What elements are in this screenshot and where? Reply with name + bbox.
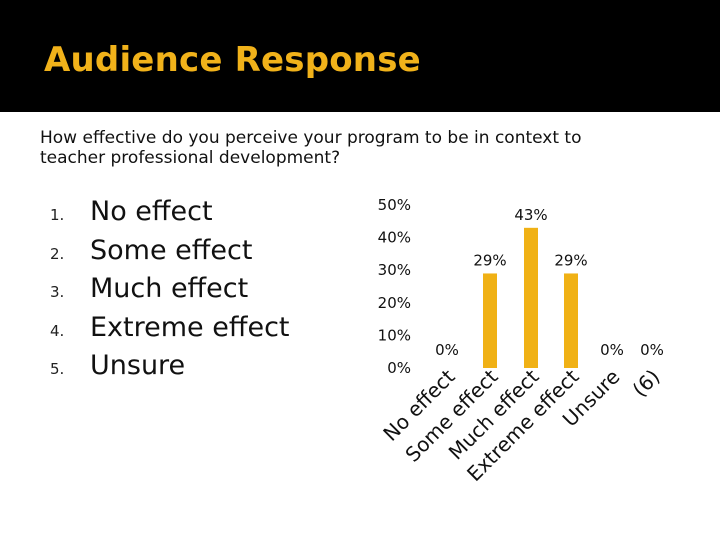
question-text: How effective do you perceive your progr… (40, 128, 582, 168)
slide-title: Audience Response (44, 40, 421, 80)
option-number: 4. (50, 321, 65, 340)
answer-options: 1. No effect 2. Some effect 3. Much effe… (50, 196, 290, 389)
option-item: 3. Much effect (50, 273, 290, 312)
y-axis-ticks: 0% 10% 20% 30% 40% 50% (378, 196, 411, 377)
option-item: 1. No effect (50, 196, 290, 235)
y-tick-label: 50% (378, 196, 411, 214)
bar (483, 273, 497, 368)
bar (564, 273, 578, 368)
option-item: 4. Extreme effect (50, 312, 290, 351)
option-label: Unsure (90, 350, 186, 381)
data-label: 0% (640, 341, 664, 359)
option-number: 1. (50, 206, 65, 224)
y-tick-label: 40% (378, 229, 411, 247)
y-tick-label: 20% (378, 294, 411, 312)
data-label: 43% (514, 206, 547, 224)
option-number: 3. (50, 283, 65, 301)
bars (483, 227, 578, 368)
option-number: 2. (50, 244, 65, 263)
value-labels: 0% 29% 43% 29% 0% 0% (435, 206, 664, 359)
option-label: Much effect (90, 273, 249, 304)
data-label: 0% (435, 341, 459, 359)
option-number: 5. (50, 360, 65, 378)
y-tick-label: 0% (387, 359, 411, 377)
option-label: Extreme effect (90, 311, 290, 343)
y-tick-label: 10% (378, 326, 411, 344)
option-item: 5. Unsure (50, 350, 290, 389)
y-tick-label: 30% (378, 261, 411, 279)
data-label: 0% (600, 341, 624, 359)
option-label: Some effect (90, 234, 253, 266)
option-label: No effect (90, 196, 213, 227)
option-item: 2. Some effect (50, 235, 290, 274)
data-label: 29% (554, 251, 587, 269)
title-bar: Audience Response (0, 0, 720, 112)
data-label: 29% (473, 251, 506, 269)
bar (524, 227, 538, 368)
x-tick-label: (6) (628, 365, 665, 402)
